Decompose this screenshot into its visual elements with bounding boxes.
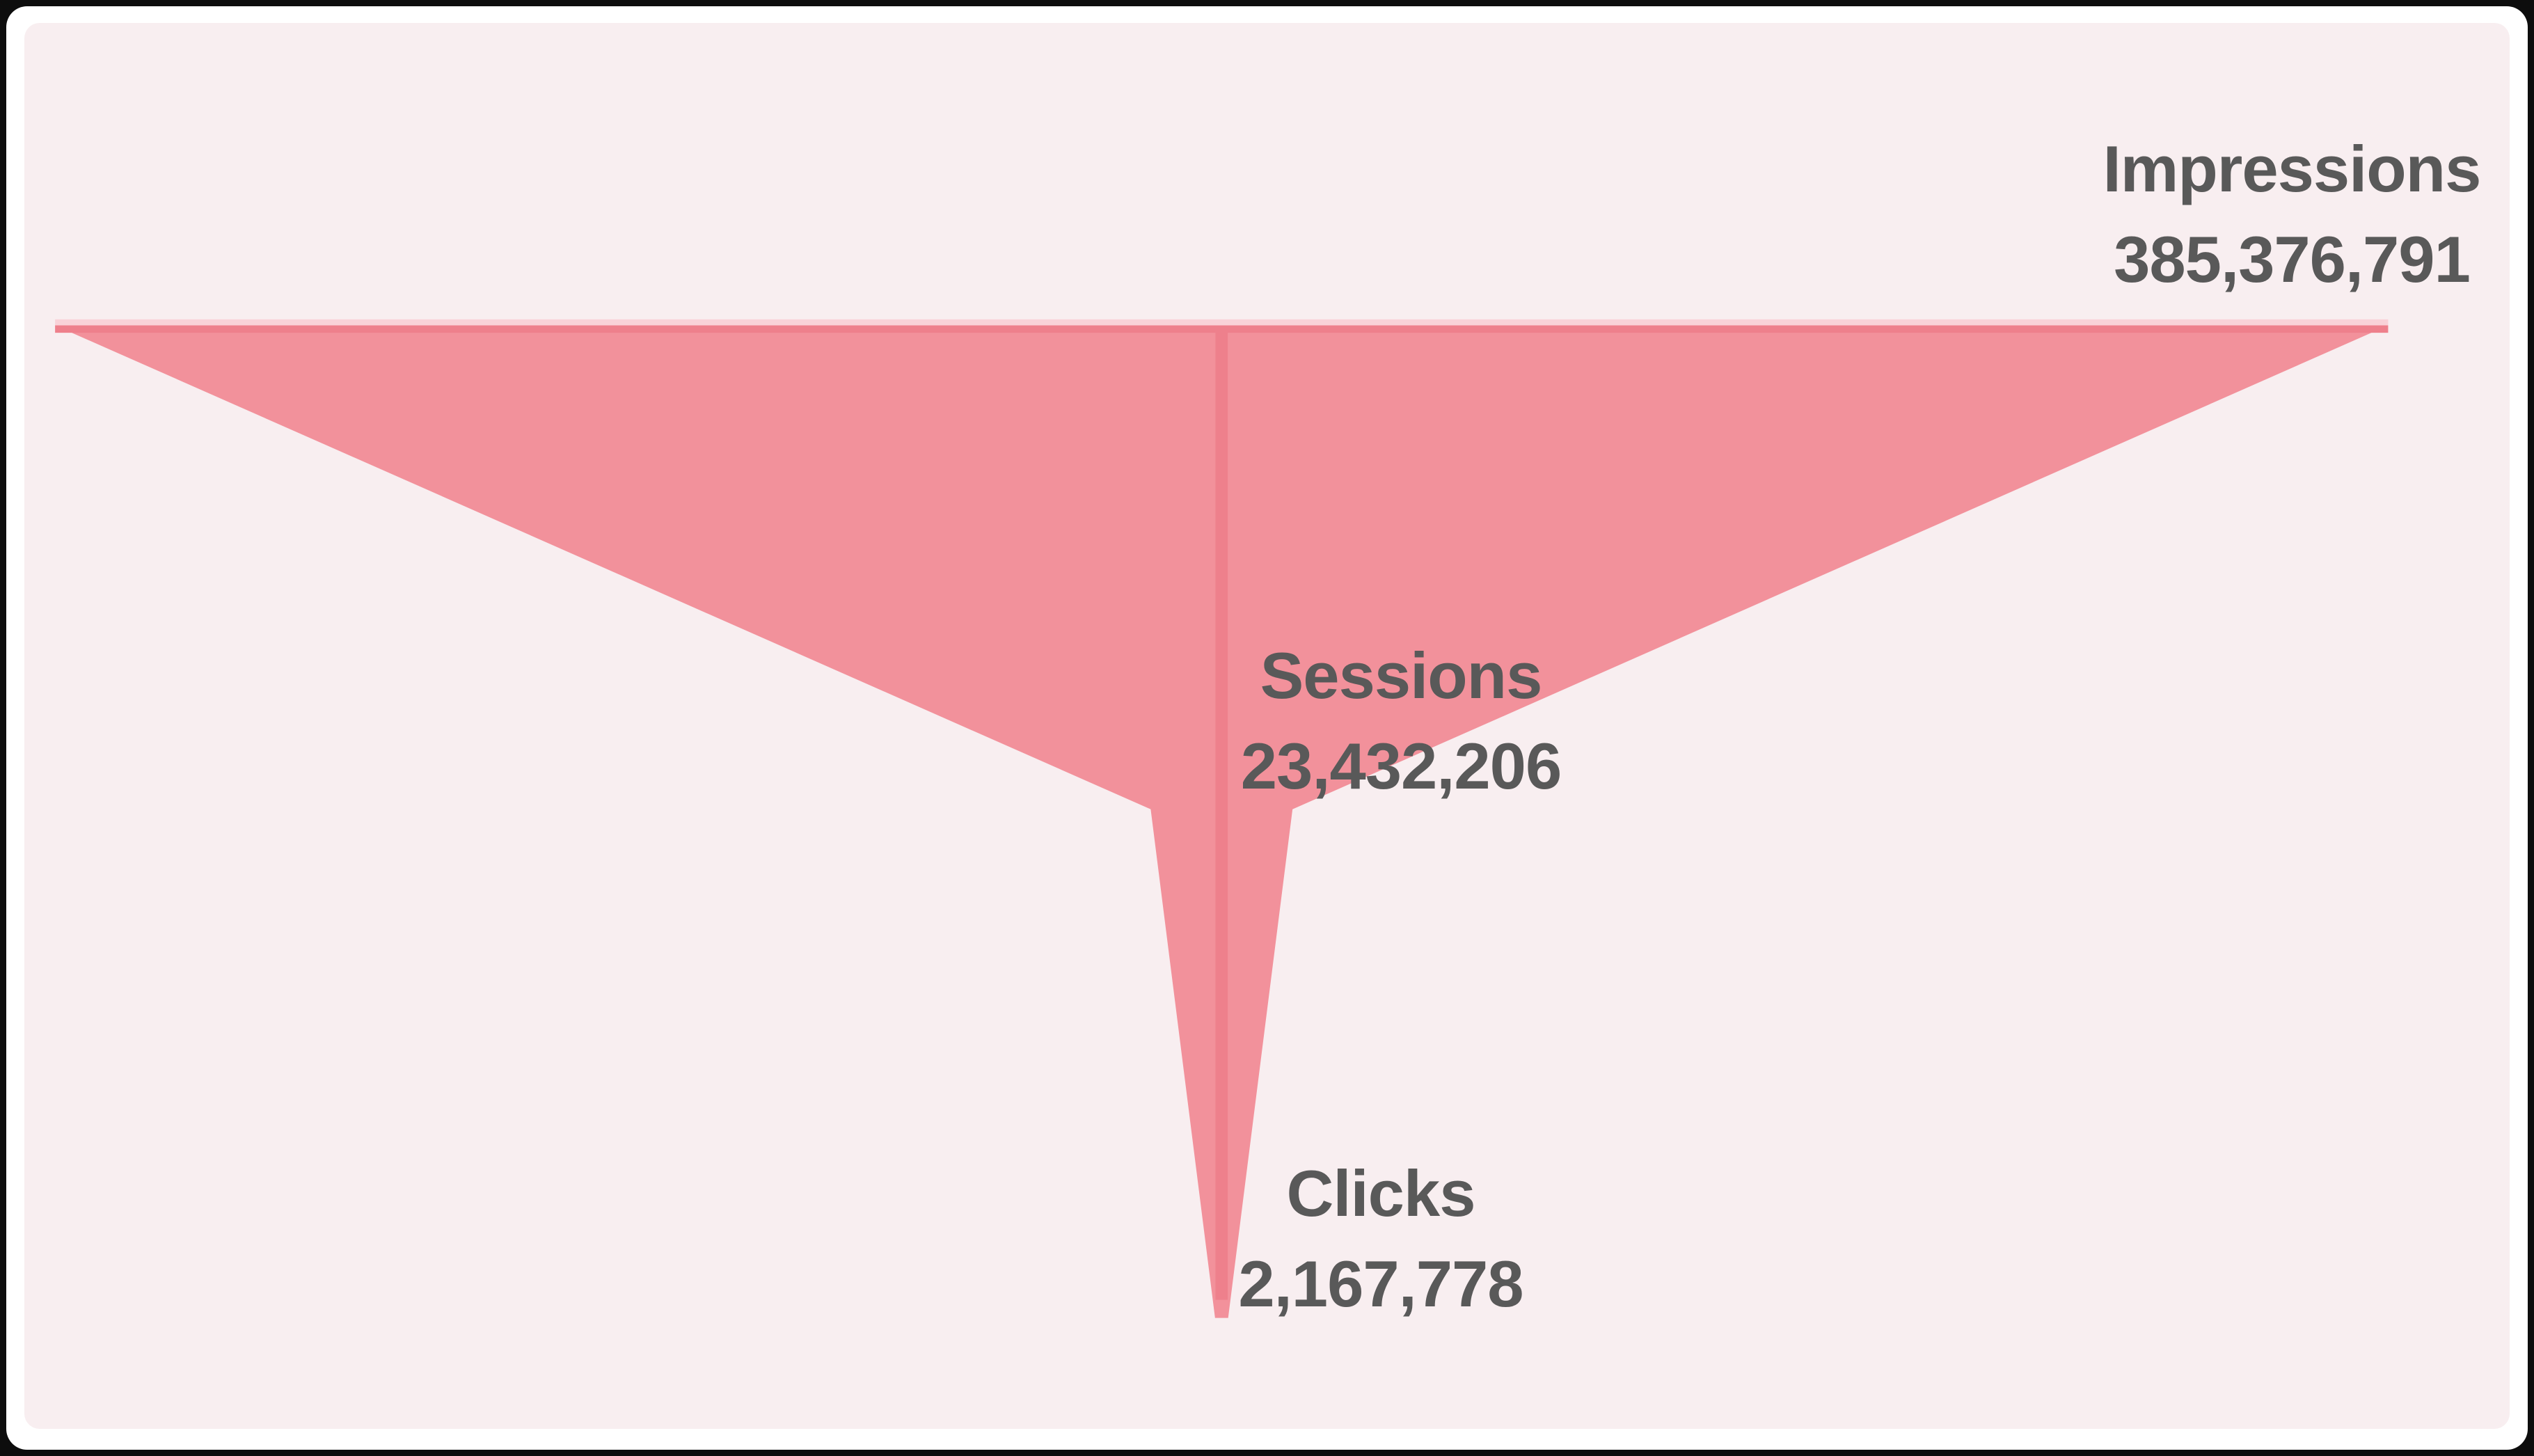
stage-label-impressions: Impressions 385,376,791	[2103, 124, 2482, 305]
card-frame: Impressions 385,376,791 Sessions 23,432,…	[6, 6, 2528, 1450]
chart-card: Impressions 385,376,791 Sessions 23,432,…	[24, 23, 2510, 1429]
clicks-value: 2,167,778	[1238, 1247, 1523, 1320]
impressions-label: Impressions	[2103, 132, 2482, 205]
funnel-chart	[55, 319, 2389, 1318]
stage-label-sessions: Sessions 23,432,206	[1240, 631, 1562, 812]
sessions-value: 23,432,206	[1240, 729, 1562, 802]
funnel-center-seam	[1215, 325, 1228, 1300]
funnel-top-highlight	[55, 319, 2389, 326]
impressions-value: 385,376,791	[2114, 223, 2471, 296]
stage-label-clicks: Clicks 2,167,778	[1238, 1148, 1523, 1329]
clicks-label: Clicks	[1286, 1157, 1476, 1230]
sessions-label: Sessions	[1260, 639, 1543, 712]
